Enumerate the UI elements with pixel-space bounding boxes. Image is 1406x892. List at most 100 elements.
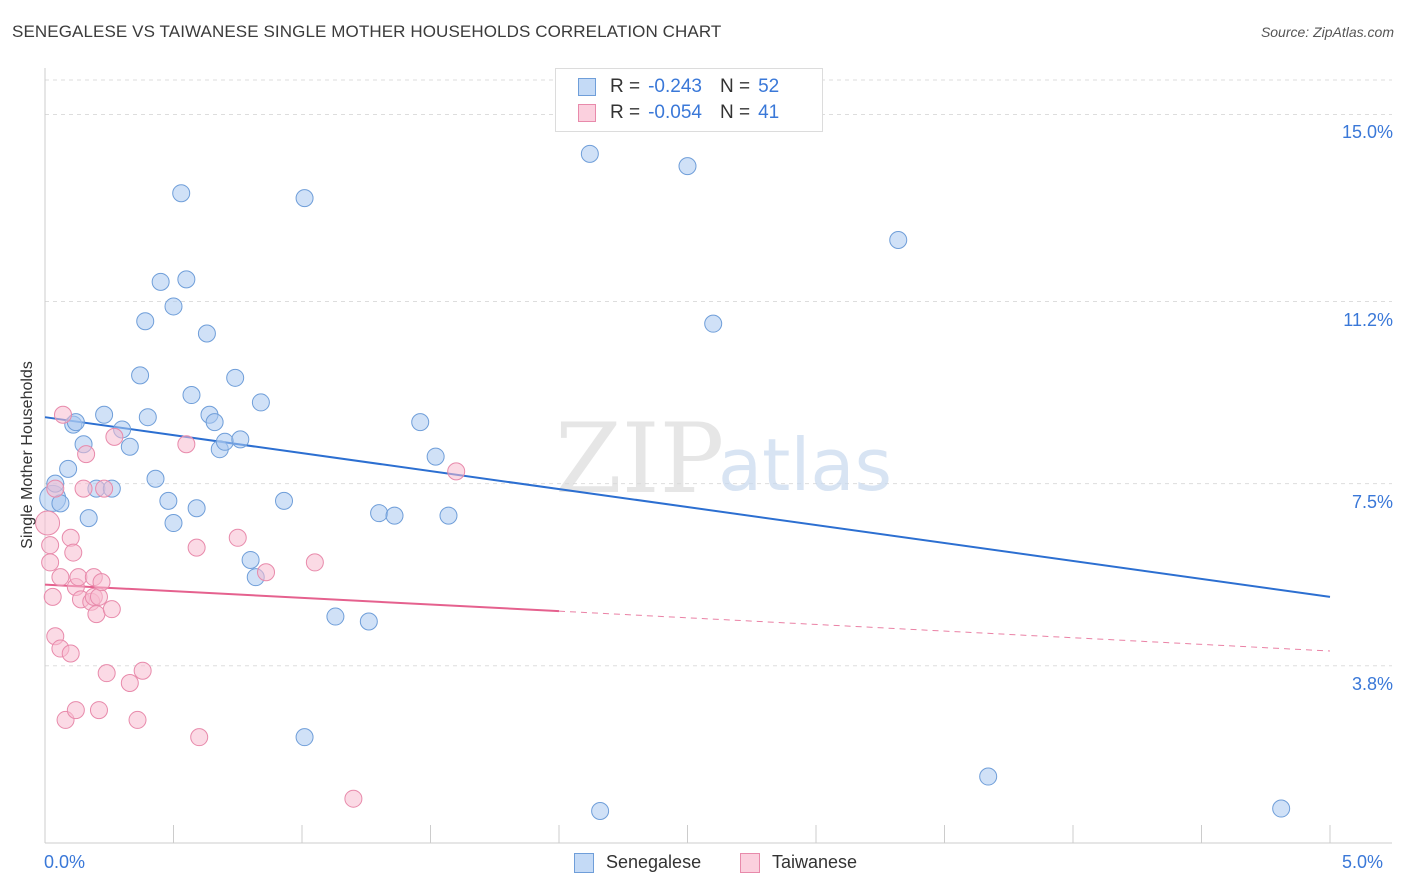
senegalese-point <box>120 437 139 456</box>
legend-row-taiwanese: R = -0.054 N = 41 <box>578 101 779 125</box>
taiwanese-point <box>344 789 363 808</box>
senegalese-point <box>177 270 196 289</box>
taiwanese-point <box>92 573 111 592</box>
y-tick-label: 15.0% <box>1341 122 1393 143</box>
x-tick-label-min: 0.0% <box>44 852 86 872</box>
senegalese-swatch <box>574 852 594 873</box>
trend-line-senegalese <box>44 416 1331 598</box>
taiwanese-point <box>177 435 196 454</box>
axes <box>44 68 1392 844</box>
senegalese-swatch <box>578 78 596 96</box>
taiwanese-point <box>51 568 70 587</box>
taiwanese-point <box>61 528 80 547</box>
taiwanese-point <box>61 644 80 663</box>
taiwanese-point <box>95 479 114 498</box>
taiwanese-point <box>41 536 60 555</box>
watermark: ZIP atlas <box>555 403 892 515</box>
taiwanese-point <box>35 510 61 536</box>
taiwanese-point <box>66 701 85 720</box>
taiwanese-point <box>69 568 88 587</box>
taiwanese-point <box>97 664 116 683</box>
senegalese-point <box>136 312 155 331</box>
r-label: R = <box>610 102 641 123</box>
y-axis-title: Single Mother Households <box>19 361 36 549</box>
chart-title: SENEGALESE VS TAIWANESE SINGLE MOTHER HO… <box>12 22 722 41</box>
senegalese-point <box>231 430 250 449</box>
taiwanese-point <box>89 587 108 606</box>
senegalese-point <box>164 297 183 316</box>
taiwanese-point <box>128 710 147 729</box>
n-label: N = <box>719 76 751 97</box>
taiwanese-point <box>187 538 206 557</box>
taiwanese-swatch <box>578 104 596 122</box>
n-label: N = <box>719 102 751 123</box>
senegalese-point <box>678 157 697 176</box>
trend-line-extension-taiwanese <box>558 610 1331 652</box>
correlation-legend: R = -0.243 N = 52 R = -0.054 N = 41 <box>555 68 823 132</box>
senegalese-point <box>426 447 445 466</box>
senegalese-point <box>251 393 270 412</box>
senegalese-point <box>131 366 150 385</box>
n-value: 41 <box>758 102 780 123</box>
senegalese-point <box>151 272 170 291</box>
taiwanese-point <box>43 587 62 606</box>
senegalese-point <box>205 413 224 432</box>
legend-item-senegalese[interactable]: Senegalese <box>574 852 701 873</box>
senegalese-point <box>172 184 191 203</box>
taiwanese-point <box>64 543 83 562</box>
senegalese-point <box>326 607 345 626</box>
legend-row-senegalese: R = -0.243 N = 52 <box>578 75 779 99</box>
senegalese-point <box>226 368 245 387</box>
r-value: -0.243 <box>648 76 702 97</box>
taiwanese-point <box>46 479 65 498</box>
trend-line-taiwanese <box>44 583 560 613</box>
senegalese-point <box>215 432 234 451</box>
senegalese-point <box>138 408 157 427</box>
n-value: 52 <box>758 76 780 97</box>
senegalese-point <box>275 491 294 510</box>
taiwanese-point <box>257 563 276 582</box>
source-credit: Source: ZipAtlas.com <box>1260 24 1394 40</box>
trend-lines <box>44 416 1331 652</box>
taiwanese-swatch <box>740 852 760 873</box>
senegalese-point <box>79 509 98 528</box>
taiwanese-point <box>228 528 247 547</box>
r-label: R = <box>610 76 641 97</box>
legend-label-taiwanese: Taiwanese <box>772 852 858 872</box>
senegalese-point <box>979 767 998 786</box>
senegalese-point <box>164 514 183 533</box>
senegalese-point <box>95 405 114 424</box>
taiwanese-point <box>41 553 60 572</box>
senegalese-point <box>370 504 389 523</box>
x-tick-label-max: 5.0% <box>1342 852 1384 872</box>
y-tick-label: 7.5% <box>1351 491 1393 512</box>
taiwanese-point <box>447 462 466 481</box>
taiwanese-point <box>77 445 96 464</box>
taiwanese-point <box>305 553 324 572</box>
senegalese-point <box>1272 799 1291 818</box>
senegalese-point <box>295 728 314 747</box>
senegalese-point <box>59 459 78 478</box>
senegalese-point <box>889 230 908 249</box>
watermark-zip: ZIP <box>555 403 724 515</box>
taiwanese-point <box>87 605 106 624</box>
legend-label-senegalese: Senegalese <box>606 852 702 872</box>
senegalese-point <box>187 499 206 518</box>
senegalese-point <box>439 506 458 525</box>
r-value: -0.054 <box>648 102 702 123</box>
series-legend: Senegalese Taiwanese <box>0 852 1406 878</box>
taiwanese-point <box>120 674 139 693</box>
legend-item-taiwanese[interactable]: Taiwanese <box>740 852 857 873</box>
taiwanese-point <box>74 479 93 498</box>
y-tick-label: 11.2% <box>1343 309 1393 330</box>
data-points <box>35 144 1291 821</box>
watermark-atlas: atlas <box>718 423 892 507</box>
senegalese-point <box>182 386 201 405</box>
taiwanese-point <box>102 600 121 619</box>
senegalese-point <box>295 189 314 208</box>
taiwanese-point <box>133 661 152 680</box>
senegalese-point <box>197 324 216 343</box>
taiwanese-point <box>53 405 72 424</box>
senegalese-point <box>385 506 404 525</box>
